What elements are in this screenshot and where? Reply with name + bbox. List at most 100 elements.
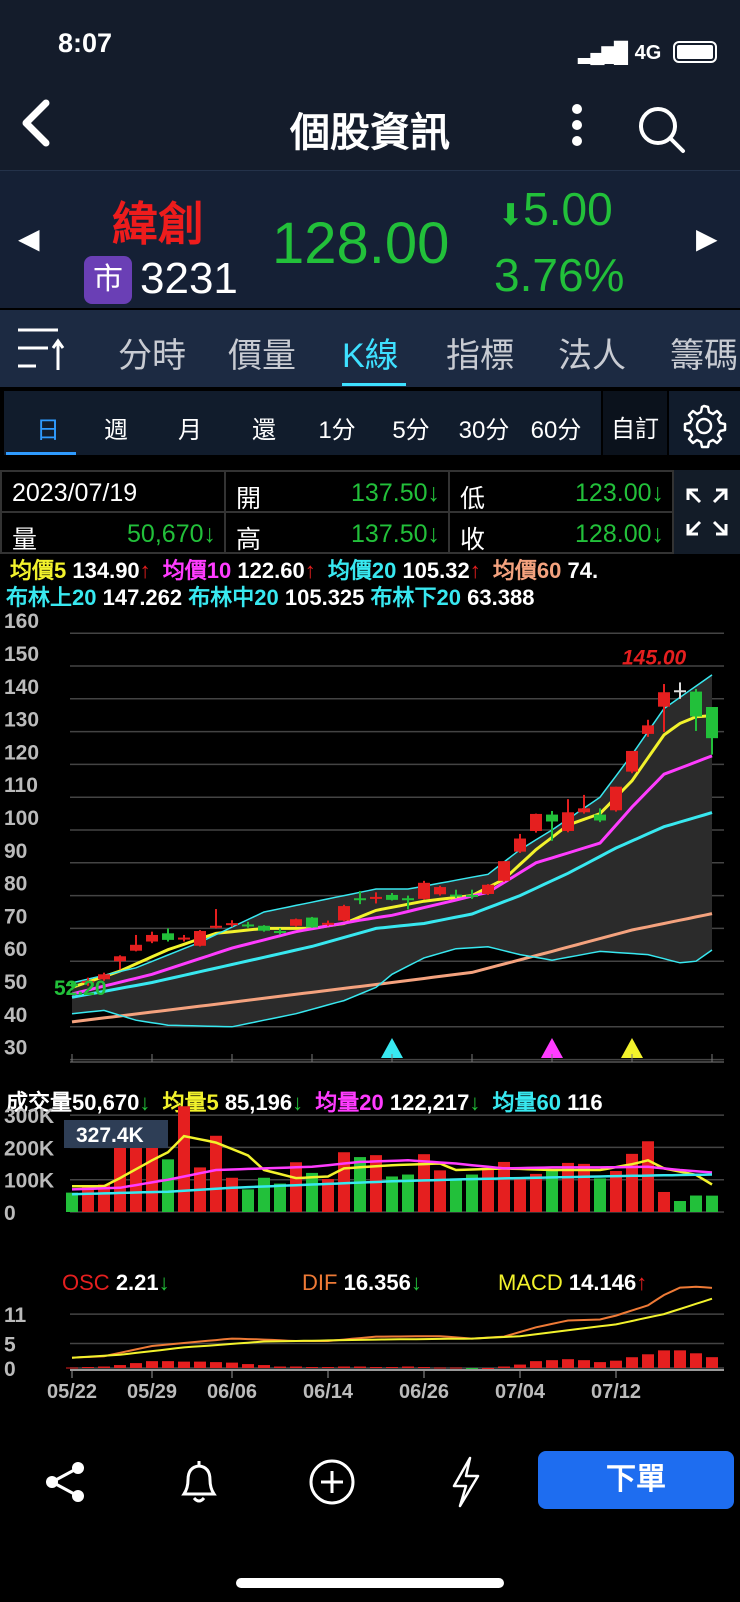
y-tick-label: 30	[4, 1037, 27, 1060]
share-button[interactable]	[44, 1460, 88, 1509]
osc-bar	[402, 1366, 414, 1368]
fullscreen-button[interactable]	[674, 470, 740, 554]
period-month[interactable]: 月	[178, 417, 202, 444]
osc-bar	[370, 1367, 382, 1369]
osc-bar	[98, 1366, 110, 1368]
candle-body	[194, 931, 206, 946]
y-tick-label: 160	[4, 610, 39, 633]
vma60-line	[71, 1173, 713, 1196]
close-label: 收	[460, 526, 486, 554]
back-button[interactable]	[16, 95, 56, 160]
kline-chart[interactable]: 16015014013012011010090807060504030145.0…	[0, 0, 740, 1420]
ma5-value: 134.90	[72, 558, 140, 583]
candle-body	[98, 974, 110, 980]
osc-bar	[386, 1367, 398, 1369]
volume-bar	[498, 1161, 510, 1212]
candle-body	[66, 984, 78, 987]
tab-price-volume[interactable]: 價量	[228, 337, 296, 375]
status-time: 8:07	[58, 28, 113, 58]
ma60-line	[71, 912, 713, 1024]
more-button[interactable]	[572, 104, 582, 152]
period-adjusted[interactable]: 還	[252, 417, 276, 444]
osc-bar	[274, 1366, 286, 1368]
change-percent: 3.76%	[494, 249, 625, 301]
share-icon	[46, 1462, 84, 1502]
quote-open-cell: 開 137.50↓	[224, 470, 450, 513]
active-period-indicator	[6, 452, 76, 455]
y-tick-label: 50	[4, 971, 27, 994]
custom-period-button[interactable]: 自訂	[601, 391, 669, 455]
candle-body	[658, 692, 670, 707]
home-indicator[interactable]	[236, 1578, 504, 1588]
next-stock-button[interactable]: ▶	[696, 222, 718, 255]
candle-body	[354, 898, 366, 901]
volume-value: 50,670↓	[127, 520, 216, 548]
ma20-value: 105.32	[402, 558, 470, 583]
stock-price: 128.00	[272, 211, 450, 276]
period-1min[interactable]: 1分	[318, 417, 356, 444]
volume-bar	[66, 1192, 78, 1212]
candle-body	[546, 814, 558, 822]
period-day[interactable]: 日	[36, 417, 60, 444]
y-tick-label: 0	[4, 1202, 16, 1225]
period-30min[interactable]: 30分	[458, 417, 510, 444]
volume-bar	[274, 1183, 286, 1212]
candle-body	[466, 894, 478, 897]
volume-bar	[386, 1176, 398, 1212]
volume-bar	[242, 1189, 254, 1212]
candle-body	[306, 917, 318, 928]
bollinger-band-area	[72, 674, 712, 1027]
volume-highlight-box	[64, 1120, 168, 1148]
tab-kline[interactable]: K線	[342, 337, 399, 375]
candle-body	[626, 750, 638, 772]
x-tick-label: 06/06	[207, 1381, 257, 1403]
open-value: 137.50↓	[351, 479, 440, 507]
period-5min[interactable]: 5分	[392, 417, 430, 444]
volume-bar	[402, 1174, 414, 1212]
osc-bar	[194, 1361, 206, 1368]
candle-body	[210, 925, 222, 928]
volume-label: 量	[12, 526, 38, 554]
x-tick-label: 05/22	[47, 1381, 97, 1403]
low-label: 低	[460, 485, 486, 513]
tab-sort-button[interactable]	[16, 326, 66, 375]
candle-body	[690, 691, 702, 717]
osc-bar	[466, 1368, 478, 1369]
volume-highlight-label: 327.4K	[76, 1124, 144, 1147]
tab-minute[interactable]: 分時	[118, 337, 186, 375]
search-button[interactable]	[636, 104, 686, 159]
battery-icon	[672, 41, 717, 63]
tab-institutional[interactable]: 法人	[558, 337, 626, 375]
vma20-label: 均量20	[315, 1090, 384, 1115]
macd-label: MACD	[498, 1270, 563, 1295]
prev-stock-button[interactable]: ◀	[18, 222, 40, 255]
high-label: 高	[236, 526, 262, 554]
candle-body	[482, 884, 494, 894]
quote-volume-cell: 量 50,670↓	[0, 511, 226, 554]
dif-label: DIF	[302, 1270, 338, 1295]
macd-line	[71, 1297, 713, 1359]
tab-chips[interactable]: 籌碼	[670, 337, 738, 375]
y-tick-label: 5	[4, 1334, 16, 1357]
place-order-button[interactable]: 下單	[538, 1451, 734, 1509]
osc-bar	[562, 1359, 574, 1368]
ma10-line	[71, 754, 713, 996]
y-tick-label: 100K	[4, 1170, 54, 1193]
add-button[interactable]	[308, 1458, 356, 1511]
y-tick-label: 90	[4, 840, 27, 863]
period-week[interactable]: 週	[104, 417, 128, 444]
volume-legend-label: 成交量	[6, 1090, 73, 1115]
x-tick-label: 06/14	[303, 1381, 354, 1403]
volume-bar	[482, 1169, 494, 1212]
x-tick-label: 06/26	[399, 1381, 449, 1403]
chart-settings-button[interactable]	[680, 402, 728, 455]
flash-trade-button[interactable]	[448, 1456, 484, 1513]
tab-indicators[interactable]: 指標	[446, 337, 514, 375]
candle-body	[242, 924, 254, 927]
ma5-line	[71, 714, 713, 989]
ma20-line	[71, 811, 713, 999]
alert-button[interactable]	[176, 1458, 222, 1511]
volume-bar	[466, 1174, 478, 1212]
volume-bar	[306, 1172, 318, 1212]
period-60min[interactable]: 60分	[530, 417, 582, 444]
